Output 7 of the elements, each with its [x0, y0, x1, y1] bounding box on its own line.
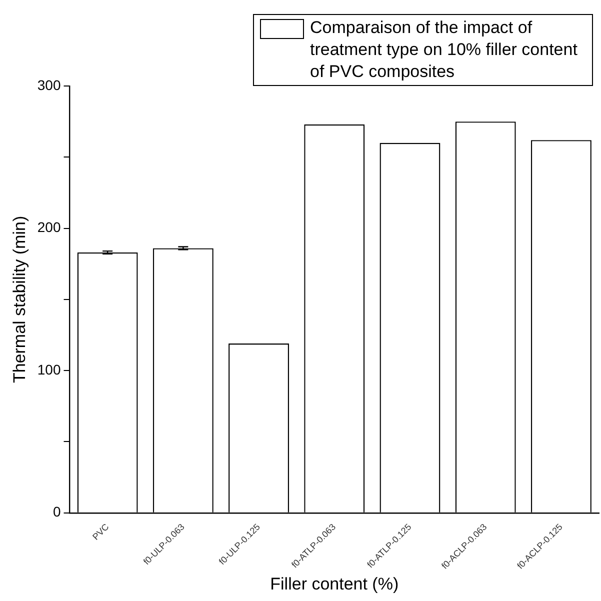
y-axis-title: Thermal stability (min)	[10, 216, 29, 384]
y-tick-label: 0	[52, 504, 61, 520]
y-tick-label: 100	[37, 361, 61, 378]
x-axis-title: Filler content (%)	[270, 574, 399, 594]
y-tick-label: 300	[37, 76, 61, 93]
y-tick-label: 200	[37, 219, 61, 236]
text: Comparaison of the impact of treatment type on 10% filler content of PVC composites	[310, 17, 578, 83]
